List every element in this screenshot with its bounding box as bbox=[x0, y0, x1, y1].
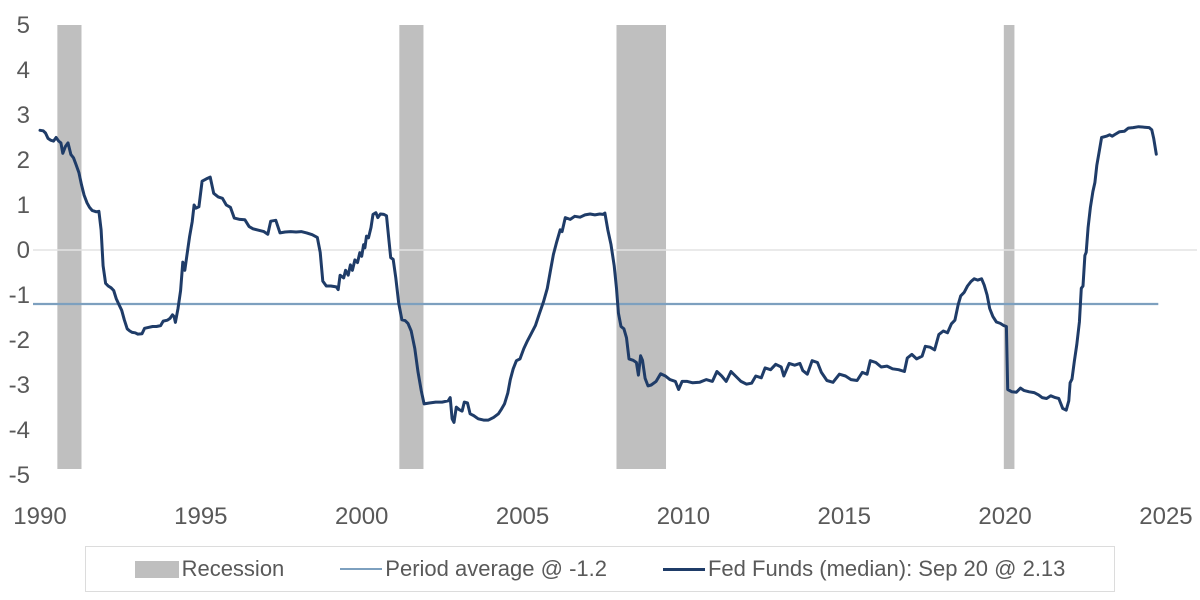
legend-average-label: Period average @ -1.2 bbox=[385, 556, 607, 581]
y-axis-tick-label: -2 bbox=[9, 327, 30, 354]
legend-fed-label: Fed Funds (median): Sep 20 @ 2.13 bbox=[707, 556, 1066, 581]
recession-band bbox=[57, 25, 82, 469]
legend-item-period-average: Period average @ -1.2 bbox=[340, 556, 607, 582]
recession-band bbox=[1003, 25, 1015, 469]
y-axis-tick-label: 0 bbox=[17, 237, 30, 264]
x-axis-tick-label: 2020 bbox=[978, 503, 1031, 530]
legend: Recession Period average @ -1.2 Fed Fund… bbox=[85, 546, 1115, 592]
fed-funds-swatch bbox=[662, 567, 705, 571]
y-axis-tick-label: 3 bbox=[17, 102, 30, 129]
x-axis-tick-label: 2025 bbox=[1139, 503, 1192, 530]
y-axis-tick-label: -1 bbox=[9, 282, 30, 309]
x-axis-tick-label: 2015 bbox=[818, 503, 871, 530]
y-axis-tick-label: 2 bbox=[17, 147, 30, 174]
x-axis-tick-label: 2005 bbox=[496, 503, 549, 530]
recession-band bbox=[616, 25, 667, 469]
legend-recession-label: Recession bbox=[181, 556, 285, 581]
y-axis-tick-label: 5 bbox=[17, 12, 30, 39]
legend-item-fed-funds: Fed Funds (median): Sep 20 @ 2.13 bbox=[662, 556, 1066, 582]
recession-band bbox=[399, 25, 424, 469]
x-axis-tick-label: 2000 bbox=[335, 503, 388, 530]
y-axis-tick-label: 1 bbox=[17, 192, 30, 219]
y-axis-tick-label: -4 bbox=[9, 417, 30, 444]
y-axis-tick-label: 4 bbox=[17, 57, 30, 84]
x-axis-tick-label: 1995 bbox=[174, 503, 227, 530]
x-axis-tick-label: 1990 bbox=[13, 503, 66, 530]
period-average-swatch bbox=[340, 568, 383, 570]
recession-swatch bbox=[134, 560, 179, 578]
fed-funds-line bbox=[38, 125, 1158, 424]
y-axis-tick-label: -3 bbox=[9, 372, 30, 399]
x-axis-tick-label: 2010 bbox=[657, 503, 710, 530]
y-axis-tick-label: -5 bbox=[9, 462, 30, 489]
legend-item-recession: Recession bbox=[134, 556, 285, 582]
